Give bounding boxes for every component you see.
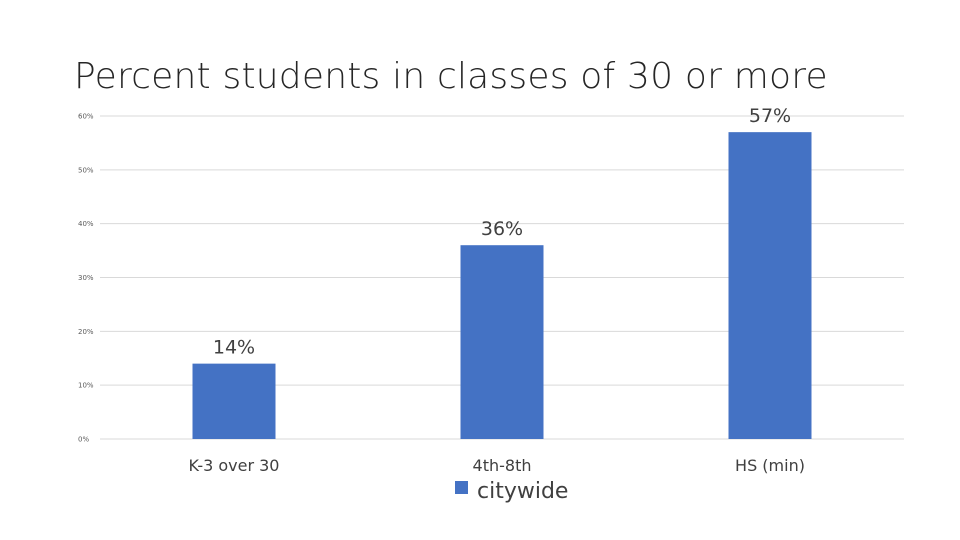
y-tick-label: 60%	[78, 113, 94, 121]
category-label: 4th-8th	[473, 456, 532, 475]
y-tick-label: 20%	[78, 328, 94, 336]
legend-swatch	[455, 481, 468, 494]
data-label: 57%	[749, 105, 791, 127]
y-tick-label: 10%	[78, 382, 94, 390]
data-label: 14%	[213, 337, 255, 359]
y-tick-label: 0%	[78, 436, 89, 444]
category-label: K-3 over 30	[189, 456, 280, 475]
y-tick-label: 30%	[78, 274, 94, 282]
data-label: 36%	[481, 218, 523, 240]
y-tick-label: 50%	[78, 166, 94, 174]
legend-label: citywide	[477, 479, 568, 504]
chart-title: Percent students in classes of 30 or mor…	[74, 56, 828, 97]
bar	[192, 363, 276, 439]
y-tick-label: 40%	[78, 220, 94, 228]
bar	[460, 245, 544, 439]
category-label: HS (min)	[735, 456, 805, 475]
bar	[728, 132, 812, 439]
